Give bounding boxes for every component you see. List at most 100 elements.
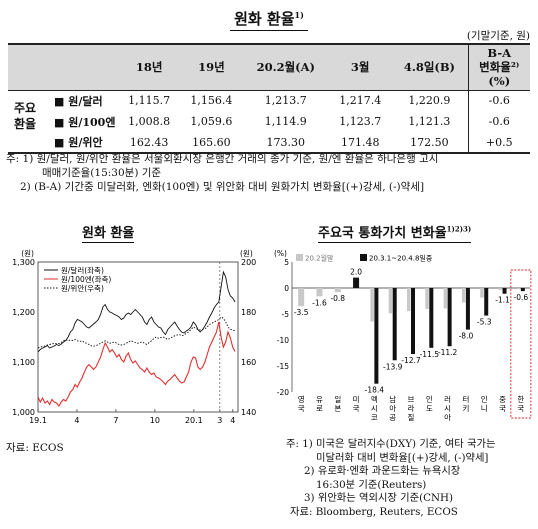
table-row: ■ 원/100엔 1,008.8 1,059.6 1,114.9 1,123.7 1,12… <box>8 111 530 132</box>
table-cell: -0.6 <box>467 90 530 111</box>
table-header-row: 18년 19년 20.2월(A) 3월 4.8일(B) B-A 변화율²⁾(%) <box>8 43 530 91</box>
bar <box>516 288 521 290</box>
category-label: 인 <box>426 394 433 404</box>
table-cell: 165.60 <box>180 132 243 154</box>
x-tick-label: 7 <box>113 416 118 425</box>
bar <box>447 288 452 347</box>
page-title: 원화 환율1) <box>0 8 538 31</box>
category-label: 남 <box>389 395 396 404</box>
data-label: 2.0 <box>350 268 362 277</box>
table-cell: 1,213.7 <box>264 94 307 108</box>
data-label: -18.4 <box>365 386 385 395</box>
category-label: 시 <box>444 404 451 413</box>
bar <box>392 288 397 361</box>
category-label: 멕 <box>371 394 378 404</box>
data-label: -11.2 <box>438 348 458 357</box>
table-cell: -0.6 <box>467 111 530 132</box>
category-label: 한 <box>517 395 524 404</box>
bar <box>353 277 360 288</box>
table-cell: 1,115.7 <box>128 94 171 108</box>
table-header-feb: 20.2월(A) <box>242 43 330 91</box>
category-label: 국 <box>298 404 305 413</box>
y-tick-label: -5 <box>282 310 290 319</box>
y-right-tick-label: 200 <box>241 258 256 267</box>
bar <box>316 288 323 297</box>
bar <box>502 288 507 294</box>
data-label: -12.7 <box>401 356 421 365</box>
table-row: ■ 원/위안 162.43 165.60 173.30 171.48 172.50 +0.5 <box>8 132 530 154</box>
bar <box>411 288 415 355</box>
category-label: 라 <box>408 404 415 413</box>
data-label: -0.6 <box>514 293 529 302</box>
bar <box>407 288 411 312</box>
right-chart-notes: 주: 1) 미국은 달러지수(DXY) 기준, 여타 국가는 미달러화 대비 변… <box>286 438 538 519</box>
table-cell: 1,008.8 <box>128 115 171 128</box>
legend-label: 20.2월말 <box>305 254 334 263</box>
table-header-change: B-A 변화율²⁾(%) <box>467 43 530 91</box>
table-cell: 1,114.9 <box>264 115 307 128</box>
x-tick-label: 3 <box>217 416 222 425</box>
category-label: 국 <box>353 404 360 413</box>
category-label: 니 <box>481 404 488 413</box>
note-1-cont: 매매기준율(15:30분) 기준 <box>42 167 162 179</box>
x-tick-label: 4 <box>230 416 235 425</box>
y-left-unit: (원) <box>21 249 34 258</box>
x-tick-label: 4 <box>74 416 79 425</box>
right-note-2-cont: 16:30분 기준(Reuters) <box>316 478 427 491</box>
table-cell: 1,059.6 <box>190 115 233 128</box>
y-left-tick-label: 1,300 <box>12 258 35 267</box>
table-group-label: 주요 환율 <box>14 101 37 131</box>
bar <box>388 288 393 314</box>
bar <box>480 288 484 298</box>
x-tick-label: 20.1 <box>185 416 203 425</box>
table-cell: 172.50 <box>391 132 468 154</box>
y-left-tick-label: 1,100 <box>12 358 35 367</box>
table-cell: 1,123.7 <box>339 115 382 128</box>
data-label: -1.1 <box>495 296 510 305</box>
bar <box>429 288 434 348</box>
bar <box>374 288 379 384</box>
data-label: -3.5 <box>294 308 309 317</box>
bar <box>298 288 305 307</box>
table-header-blank <box>8 43 118 91</box>
category-label: 로 <box>316 404 323 413</box>
category-label: 시 <box>371 404 378 413</box>
table-header-18: 18년 <box>118 43 181 91</box>
legend-label: 원/달러(좌축) <box>61 266 104 275</box>
right-note-1-cont: 미달러화 대비 변화율[(+)강세, (-)약세] <box>316 451 489 464</box>
data-label: -11.5 <box>420 350 440 359</box>
legend-label: 원/100엔(좌축) <box>61 274 111 284</box>
table-row-label: ■ 원/위안 <box>8 132 118 154</box>
category-label: 키 <box>462 404 469 413</box>
y-right-tick-label: 160 <box>241 358 256 367</box>
y-right-tick-label: 180 <box>241 308 256 317</box>
data-label: -1.6 <box>312 298 327 307</box>
category-label: 아 <box>389 403 396 413</box>
right-note-1: 주: 1) 미국은 달러지수(DXY) 기준, 여타 국가는 <box>286 438 496 450</box>
data-label: -13.9 <box>383 362 403 371</box>
category-label: 브 <box>408 395 415 404</box>
table-header-mar: 3월 <box>329 43 392 91</box>
category-label: 공 <box>389 413 396 422</box>
bar <box>484 288 489 316</box>
y-right-unit: (원) <box>240 249 253 258</box>
y-tick-label: 0 <box>284 284 289 293</box>
category-label: 유 <box>316 395 323 404</box>
right-note-3: 3) 위안화는 역외시장 기준(CNH) <box>304 492 454 504</box>
table-cell: 1,220.9 <box>408 94 451 108</box>
table-row: ■ 원/달러 1,115.7 1,156.4 1,213.7 1,217.4 1,220.… <box>8 90 530 111</box>
category-label: 영 <box>298 394 305 404</box>
category-label: 아 <box>444 412 451 422</box>
series-line <box>37 321 236 407</box>
legend-swatch <box>296 254 303 261</box>
category-label: 국 <box>517 404 524 413</box>
category-label: 터 <box>462 395 469 404</box>
series-line <box>37 270 236 353</box>
category-label: 코 <box>371 413 378 422</box>
data-label: -5.3 <box>477 318 492 327</box>
table-cell: 1,121.3 <box>408 115 451 128</box>
category-label: 러 <box>444 395 451 404</box>
plot-frame <box>37 261 239 413</box>
table-header-19: 19년 <box>180 43 243 91</box>
